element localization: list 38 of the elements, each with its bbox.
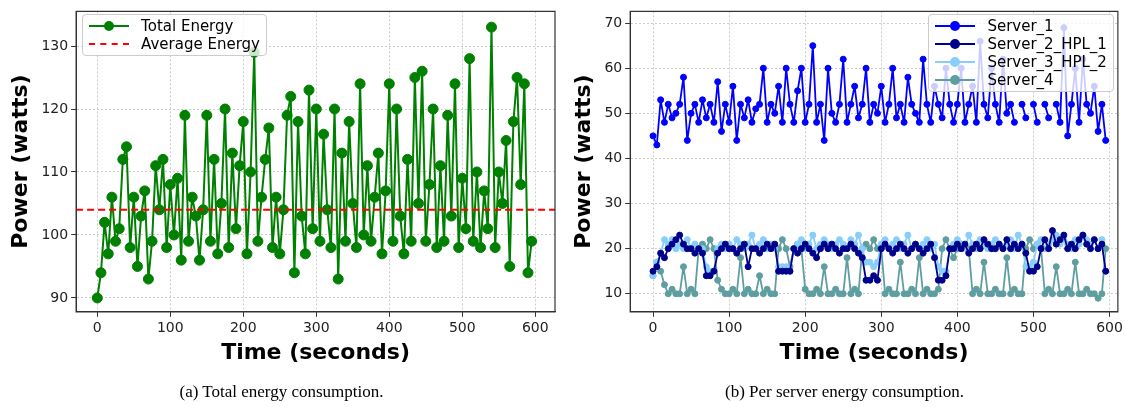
x-tick-label: 0 <box>92 318 102 335</box>
x-tick-label: 600 <box>1096 318 1123 335</box>
y-tick-label: 130 <box>41 36 69 53</box>
x-tick-label: 600 <box>521 318 549 335</box>
x-tick-label: 100 <box>156 318 184 335</box>
x-tick-label: 300 <box>867 318 895 335</box>
y-tick-label: 110 <box>41 162 69 179</box>
y-tick-label: 120 <box>41 99 69 116</box>
x-tick-label: 500 <box>1020 318 1047 335</box>
y-tick-label: 50 <box>604 103 623 120</box>
y-tick-label: 60 <box>604 58 623 75</box>
text: (b) Per server energy consumption. <box>723 382 965 402</box>
y-tick-label: 40 <box>604 149 623 166</box>
legend-label: Server_3_HPL_2 <box>987 53 1107 72</box>
x-tick-label: 400 <box>943 318 971 335</box>
x-tick-label: 300 <box>302 318 330 335</box>
y-tick-label: 20 <box>604 239 623 256</box>
x-tick-label: 200 <box>229 318 257 335</box>
y-axis-title: Power (watts) <box>6 74 32 249</box>
y-tick-label: 30 <box>604 194 623 211</box>
x-tick-label: 400 <box>375 318 403 335</box>
y-tick-label: 10 <box>604 284 623 301</box>
x-axis-title: Time (seconds) <box>779 338 969 364</box>
y-axis-title: Power (watts) <box>569 74 595 249</box>
legend-label: Average Energy <box>141 35 260 54</box>
legend-label: Total Energy <box>141 17 234 36</box>
legend-label: Server_1 <box>987 17 1054 36</box>
y-tick-label: 100 <box>41 225 69 242</box>
legend-label: Server_2_HPL_1 <box>987 35 1107 54</box>
x-axis-title: Time (seconds) <box>221 338 410 364</box>
y-tick-label: 70 <box>604 13 623 30</box>
legend-label: Server_4 <box>987 71 1054 90</box>
text: (a) Total energy consumption. <box>178 382 385 402</box>
x-tick-label: 200 <box>791 318 819 335</box>
x-tick-label: 0 <box>648 318 658 335</box>
y-tick-label: 90 <box>50 288 69 305</box>
x-tick-label: 500 <box>448 318 476 335</box>
x-tick-label: 100 <box>715 318 743 335</box>
